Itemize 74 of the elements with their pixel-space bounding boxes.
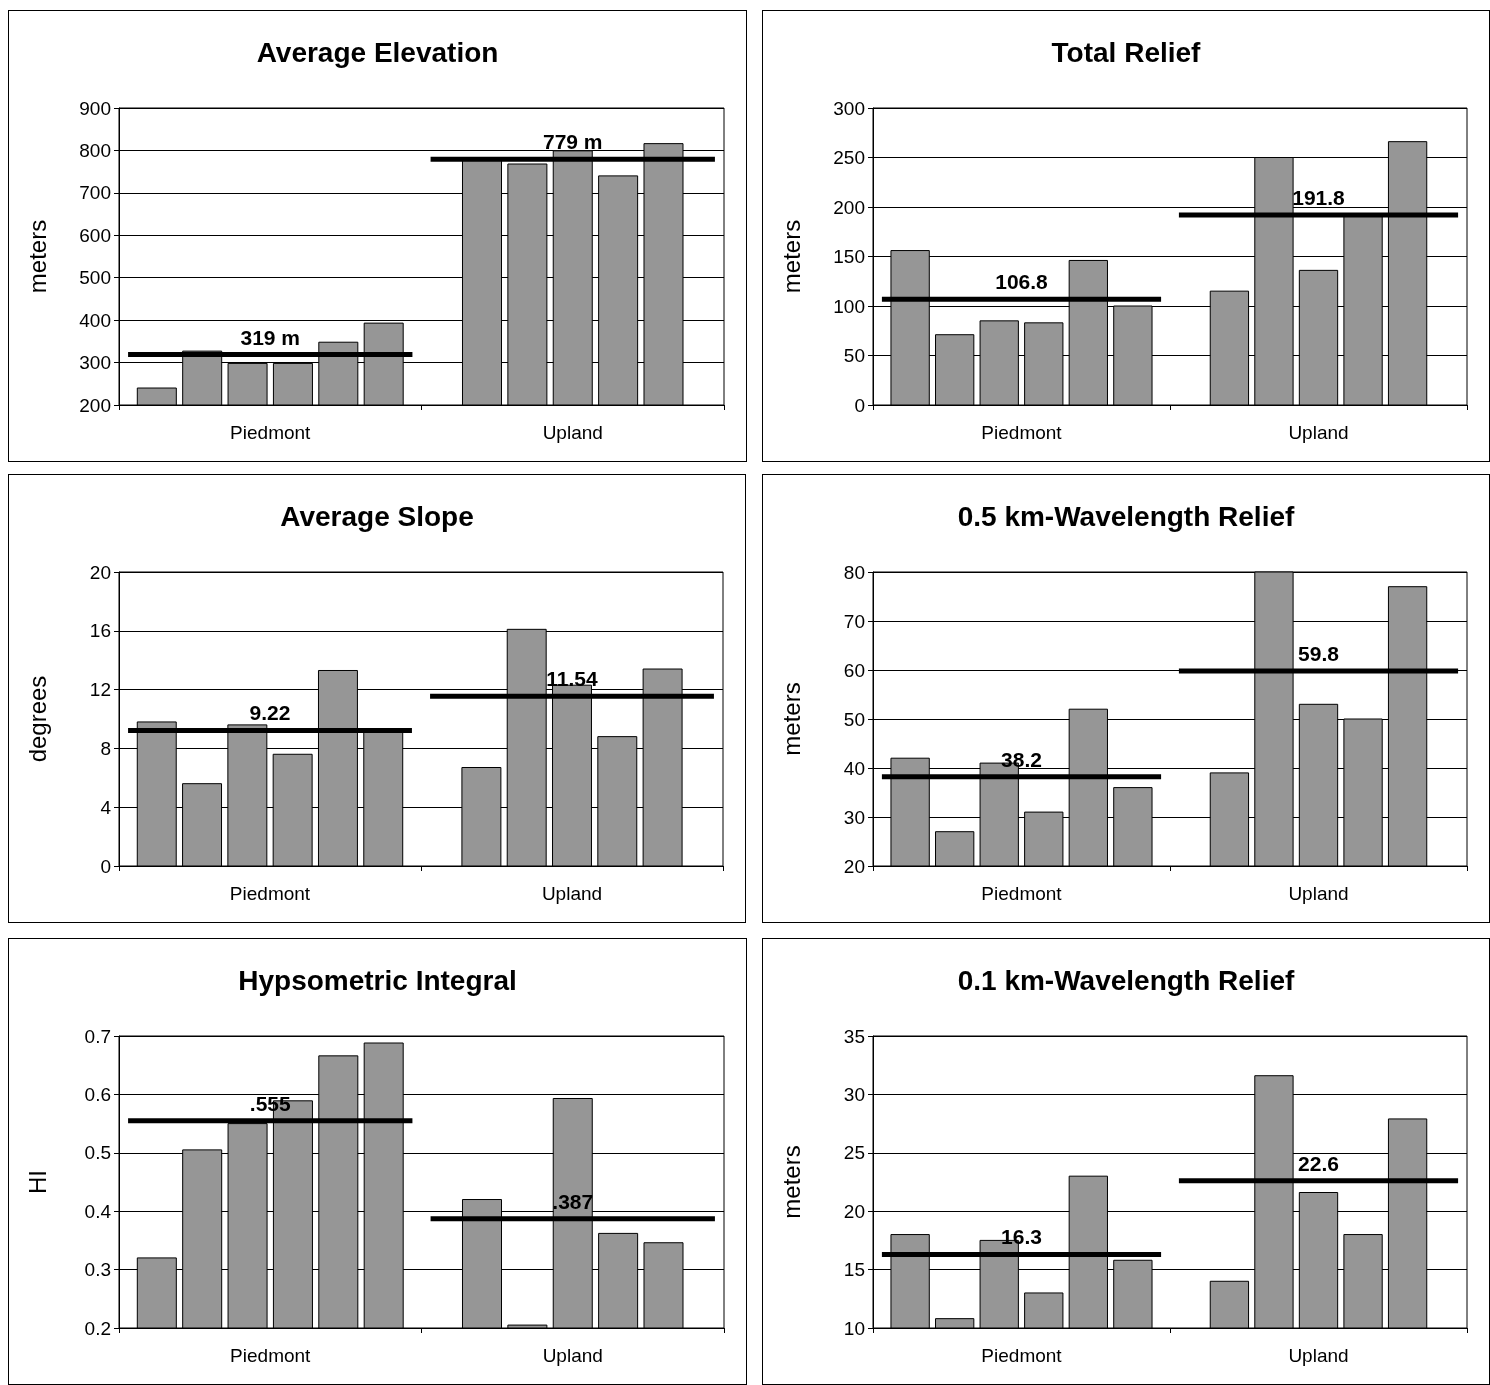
- x-tick-label: Upland: [541, 883, 603, 904]
- y-tick-label: 800: [79, 139, 111, 161]
- y-tick-label: 0: [100, 855, 111, 877]
- x-tick-label: Upland: [1288, 422, 1349, 443]
- y-axis-title: meters: [23, 219, 51, 294]
- y-tick-label: 50: [843, 708, 865, 730]
- y-tick-label: 0.7: [84, 1025, 111, 1047]
- y-tick-label: 700: [79, 182, 111, 204]
- chart-title: 0.1 km-Wavelength Relief: [957, 964, 1295, 996]
- ref-line-label: 319 m: [240, 325, 301, 349]
- x-tick-label: Piedmont: [229, 883, 311, 904]
- y-axis-title: meters: [777, 1145, 805, 1219]
- y-tick-label: 25: [843, 1142, 865, 1164]
- y-tick-label: 300: [79, 352, 111, 374]
- y-tick-label: 70: [843, 610, 865, 632]
- chart-title: Average Slope: [280, 500, 474, 532]
- y-tick-label: 20: [843, 855, 865, 877]
- y-tick-label: 60: [843, 659, 865, 681]
- y-tick-label: 200: [79, 394, 111, 416]
- x-tick-label: Upland: [542, 422, 603, 443]
- chart-title: Hypsometric Integral: [238, 964, 517, 996]
- chart-title: 0.5 km-Wavelength Relief: [957, 500, 1295, 532]
- y-tick-label: 250: [833, 147, 865, 168]
- y-tick-label: 15: [843, 1259, 865, 1281]
- ref-line-label: 779 m: [542, 130, 603, 154]
- y-tick-label: 30: [843, 1083, 865, 1105]
- y-tick-label: 4: [100, 796, 112, 818]
- x-tick-label: Upland: [542, 1345, 603, 1366]
- y-tick-label: 0.2: [84, 1317, 111, 1339]
- y-tick-label: 20: [89, 561, 111, 583]
- y-tick-label: 35: [843, 1025, 865, 1047]
- ref-line-label: 11.54: [546, 667, 599, 691]
- y-tick-label: 100: [833, 295, 865, 317]
- ref-line-label: 106.8: [995, 270, 1049, 294]
- ref-line-label: .555: [249, 1091, 292, 1115]
- y-tick-label: 10: [843, 1317, 865, 1339]
- chart-title: Average Elevation: [256, 36, 499, 68]
- y-tick-label: 300: [833, 97, 865, 119]
- y-axis-title: HI: [23, 1170, 51, 1194]
- y-axis-title: meters: [777, 682, 805, 756]
- y-tick-label: 30: [843, 806, 865, 828]
- y-axis-title: meters: [777, 219, 805, 294]
- y-tick-label: 40: [843, 757, 865, 779]
- y-tick-label: 80: [843, 561, 865, 583]
- y-tick-label: 20: [843, 1200, 865, 1222]
- y-tick-label: 8: [100, 737, 111, 759]
- ref-line-label: 22.6: [1298, 1151, 1339, 1175]
- x-tick-label: Upland: [1288, 1345, 1349, 1366]
- x-tick-label: Piedmont: [981, 1345, 1063, 1366]
- y-tick-label: 0.6: [84, 1083, 111, 1105]
- y-tick-label: 0.3: [84, 1259, 111, 1281]
- y-tick-label: 0: [854, 394, 865, 416]
- x-tick-label: Upland: [1288, 883, 1349, 904]
- y-tick-label: 400: [79, 309, 111, 331]
- y-tick-label: 50: [843, 345, 865, 366]
- x-tick-label: Piedmont: [230, 1345, 312, 1366]
- y-tick-label: 150: [833, 246, 865, 267]
- y-tick-label: 16: [89, 620, 111, 642]
- x-tick-label: Piedmont: [981, 422, 1063, 443]
- ref-line-label: 38.2: [1001, 747, 1042, 771]
- y-tick-label: 12: [89, 679, 111, 701]
- y-tick-label: 0.4: [84, 1200, 112, 1222]
- y-tick-label: 200: [833, 196, 865, 218]
- y-tick-label: 500: [79, 267, 111, 289]
- x-tick-label: Piedmont: [981, 883, 1063, 904]
- chart-title: Total Relief: [1051, 36, 1202, 68]
- ref-line-label: 16.3: [1001, 1225, 1042, 1249]
- y-tick-label: 600: [79, 224, 111, 246]
- y-tick-label: 900: [79, 97, 111, 119]
- ref-line-label: 59.8: [1298, 641, 1340, 665]
- x-tick-label: Piedmont: [230, 422, 312, 443]
- ref-line-label: 9.22: [249, 701, 291, 725]
- y-axis-title: degrees: [23, 675, 51, 763]
- y-tick-label: 0.5: [84, 1142, 111, 1164]
